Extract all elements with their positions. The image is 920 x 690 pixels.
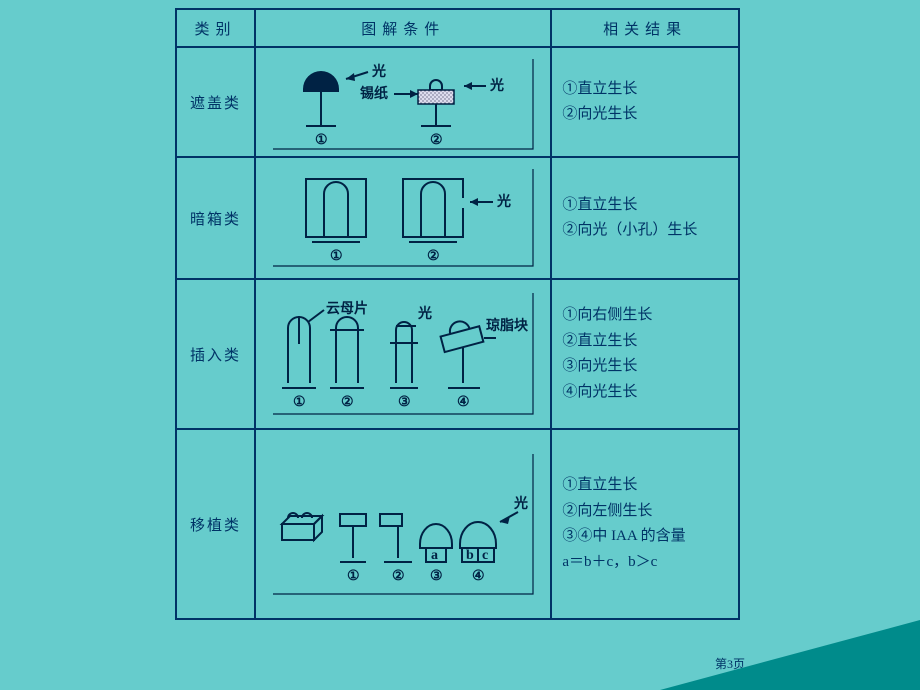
label-agar: 琼脂块: [486, 317, 529, 334]
result-line: ①直立生长: [562, 193, 728, 219]
category-cell: 移植类: [176, 429, 255, 619]
diagram-cell: 光 锡纸 光 ①: [255, 47, 551, 157]
label-a: a: [431, 548, 438, 563]
result-line: a＝b＋c，b＞c: [562, 550, 728, 576]
diagram-darkbox-type: ① ② 光: [268, 164, 538, 272]
result-line: ②向光（小孔）生长: [562, 218, 728, 244]
label-mica: 云母片: [326, 300, 368, 317]
table-row: 移植类 ①: [176, 429, 739, 619]
label-foil: 锡纸: [360, 85, 388, 102]
label-n1: ①: [293, 395, 306, 410]
label-n3: ③: [398, 395, 411, 410]
label-light: 光: [496, 193, 511, 210]
label-c: c: [482, 548, 488, 563]
header-category: 类别: [176, 9, 255, 47]
label-n1: ①: [330, 249, 343, 264]
diagram-cell: ① 云母片 ② ③: [255, 279, 551, 429]
result-line: ②直立生长: [562, 329, 728, 355]
result-line: ①直立生长: [562, 77, 728, 103]
table-row: 暗箱类 ① ②: [176, 157, 739, 279]
label-n1: ①: [347, 569, 360, 584]
label-n1: ①: [315, 133, 328, 148]
diagram-cover-type: 光 锡纸 光 ①: [268, 54, 538, 150]
label-light2: 光: [489, 77, 504, 94]
category-cell: 插入类: [176, 279, 255, 429]
header-diagram: 图解条件: [255, 9, 551, 47]
slide: 类别 图解条件 相关结果 遮盖类: [0, 0, 920, 690]
category-cell: 暗箱类: [176, 157, 255, 279]
result-line: ①向右侧生长: [562, 303, 728, 329]
table-row: 遮盖类: [176, 47, 739, 157]
result-line: ③向光生长: [562, 354, 728, 380]
result-line: ④向光生长: [562, 380, 728, 406]
corner-decoration: [660, 620, 920, 690]
label-n2: ②: [427, 249, 440, 264]
label-n4: ④: [457, 395, 470, 410]
label-n2: ②: [430, 133, 443, 148]
label-n3: ③: [430, 569, 443, 584]
result-cell: ①直立生长 ②向左侧生长 ③④中 IAA 的含量 a＝b＋c，b＞c: [551, 429, 739, 619]
label-light: 光: [371, 63, 386, 80]
result-line: ②向光生长: [562, 102, 728, 128]
table-row: 插入类 ① 云母片 ②: [176, 279, 739, 429]
result-cell: ①直立生长 ②向光（小孔）生长: [551, 157, 739, 279]
experiment-table: 类别 图解条件 相关结果 遮盖类: [175, 8, 740, 620]
header-row: 类别 图解条件 相关结果: [176, 9, 739, 47]
diagram-cell: ① ② 光: [255, 157, 551, 279]
label-n2: ②: [392, 569, 405, 584]
category-cell: 遮盖类: [176, 47, 255, 157]
label-n4: ④: [472, 569, 485, 584]
result-line: ②向左侧生长: [562, 499, 728, 525]
result-line: ①直立生长: [562, 473, 728, 499]
label-b: b: [466, 548, 474, 563]
result-line: ③④中 IAA 的含量: [562, 524, 728, 550]
header-result: 相关结果: [551, 9, 739, 47]
label-n2: ②: [341, 395, 354, 410]
diagram-transplant-type: ① ② a ③ b: [268, 444, 538, 604]
label-light: 光: [417, 305, 432, 322]
result-cell: ①向右侧生长 ②直立生长 ③向光生长 ④向光生长: [551, 279, 739, 429]
diagram-insert-type: ① 云母片 ② ③: [268, 288, 538, 420]
result-cell: ①直立生长 ②向光生长: [551, 47, 739, 157]
diagram-cell: ① ② a ③ b: [255, 429, 551, 619]
label-light: 光: [513, 495, 528, 512]
